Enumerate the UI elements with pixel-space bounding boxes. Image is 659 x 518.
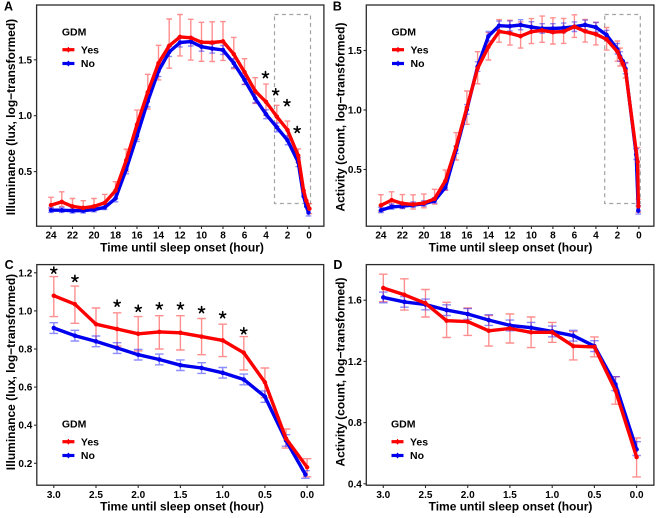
svg-text:C: C xyxy=(5,258,14,272)
svg-text:12: 12 xyxy=(504,231,516,242)
svg-text:GDM: GDM xyxy=(392,27,417,39)
svg-text:Time until sleep onset (hour): Time until sleep onset (hour) xyxy=(429,241,593,255)
svg-text:Illuminance (lux, log−transfor: Illuminance (lux, log−transformed) xyxy=(4,19,18,215)
svg-text:Yes: Yes xyxy=(81,44,99,56)
svg-text:18: 18 xyxy=(110,231,122,242)
svg-text:4: 4 xyxy=(593,231,599,242)
svg-text:No: No xyxy=(411,58,425,70)
svg-text:0.8: 0.8 xyxy=(348,418,362,429)
svg-text:No: No xyxy=(81,58,95,70)
svg-text:Time until sleep onset (hour): Time until sleep onset (hour) xyxy=(100,500,264,514)
svg-text:0.2: 0.2 xyxy=(18,459,32,470)
svg-text:6: 6 xyxy=(242,231,248,242)
svg-text:6: 6 xyxy=(572,231,578,242)
svg-text:2.0: 2.0 xyxy=(461,490,475,501)
svg-text:1.0: 1.0 xyxy=(545,490,559,501)
svg-text:12: 12 xyxy=(174,231,186,242)
svg-text:3.0: 3.0 xyxy=(376,490,390,501)
svg-text:10: 10 xyxy=(196,231,208,242)
svg-text:0.4: 0.4 xyxy=(348,479,362,490)
svg-text:1.5: 1.5 xyxy=(18,55,32,66)
svg-text:16: 16 xyxy=(131,231,143,242)
svg-text:0.6: 0.6 xyxy=(18,383,32,394)
svg-text:Activity (count, log−transform: Activity (count, log−transformed) xyxy=(334,22,348,211)
svg-text:2: 2 xyxy=(615,231,621,242)
svg-text:8: 8 xyxy=(550,231,556,242)
svg-text:GDM: GDM xyxy=(62,419,87,431)
svg-text:No: No xyxy=(410,450,424,462)
svg-text:Yes: Yes xyxy=(81,436,99,448)
svg-text:1.0: 1.0 xyxy=(18,306,32,317)
svg-text:0.0: 0.0 xyxy=(630,490,644,501)
svg-text:14: 14 xyxy=(483,231,495,242)
svg-text:2.5: 2.5 xyxy=(89,490,103,501)
svg-text:B: B xyxy=(333,0,342,14)
svg-text:10: 10 xyxy=(526,231,538,242)
svg-text:1.0: 1.0 xyxy=(18,111,32,122)
svg-text:1.2: 1.2 xyxy=(18,268,32,279)
svg-text:GDM: GDM xyxy=(62,27,87,39)
svg-text:3.0: 3.0 xyxy=(47,490,61,501)
svg-text:0.5: 0.5 xyxy=(587,490,601,501)
svg-text:4: 4 xyxy=(263,231,269,242)
svg-text:20: 20 xyxy=(88,231,100,242)
svg-text:0: 0 xyxy=(306,231,312,242)
svg-text:8: 8 xyxy=(220,231,226,242)
svg-text:Time until sleep onset (hour): Time until sleep onset (hour) xyxy=(100,241,264,255)
svg-text:0.8: 0.8 xyxy=(18,345,32,356)
svg-text:1.5: 1.5 xyxy=(173,490,187,501)
svg-text:14: 14 xyxy=(153,231,165,242)
svg-text:1.6: 1.6 xyxy=(348,296,362,307)
svg-text:1.2: 1.2 xyxy=(348,357,362,368)
svg-text:20: 20 xyxy=(418,231,430,242)
svg-text:Time until sleep onset (hour): Time until sleep onset (hour) xyxy=(429,500,593,514)
svg-text:No: No xyxy=(81,450,95,462)
svg-text:0: 0 xyxy=(636,231,642,242)
svg-text:Illuminance (lux, log−transfor: Illuminance (lux, log−transformed) xyxy=(4,274,18,470)
svg-text:0.5: 0.5 xyxy=(18,167,32,178)
svg-text:GDM: GDM xyxy=(391,419,416,431)
svg-text:24: 24 xyxy=(45,231,57,242)
svg-text:D: D xyxy=(333,258,342,272)
svg-text:1.0: 1.0 xyxy=(348,106,362,117)
svg-text:0.4: 0.4 xyxy=(18,421,32,432)
svg-text:1.5: 1.5 xyxy=(348,46,362,57)
svg-text:2.5: 2.5 xyxy=(419,490,433,501)
svg-text:2.0: 2.0 xyxy=(131,490,145,501)
svg-text:Activity (count, log−transform: Activity (count, log−transformed) xyxy=(334,277,348,466)
svg-text:16: 16 xyxy=(461,231,473,242)
svg-text:0.5: 0.5 xyxy=(258,490,272,501)
svg-text:18: 18 xyxy=(440,231,452,242)
svg-text:A: A xyxy=(4,0,13,14)
svg-text:22: 22 xyxy=(67,231,79,242)
svg-text:0.0: 0.0 xyxy=(300,490,314,501)
svg-text:2: 2 xyxy=(285,231,291,242)
svg-text:Yes: Yes xyxy=(410,436,428,448)
svg-text:24: 24 xyxy=(375,231,387,242)
svg-text:0.5: 0.5 xyxy=(348,165,362,176)
svg-text:1.0: 1.0 xyxy=(216,490,230,501)
svg-text:22: 22 xyxy=(397,231,409,242)
svg-text:Yes: Yes xyxy=(411,44,429,56)
svg-text:1.5: 1.5 xyxy=(503,490,517,501)
